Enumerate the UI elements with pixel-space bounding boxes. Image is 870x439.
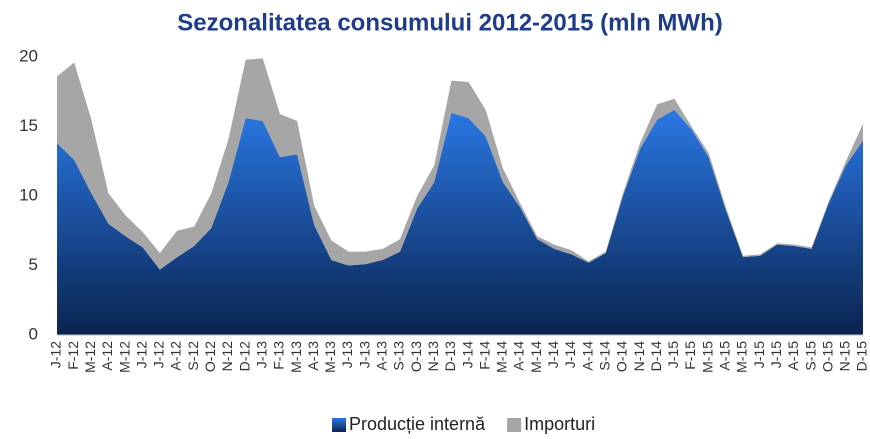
x-tick-label: S-12: [185, 341, 201, 371]
x-tick-label: J-15: [665, 341, 681, 368]
y-tick-label: 5: [29, 255, 38, 274]
y-tick-label: 20: [19, 46, 38, 65]
x-tick-label: J-14: [545, 341, 561, 368]
x-tick-label: D-12: [236, 341, 252, 372]
x-tick-label: F-15: [682, 341, 698, 370]
x-tick-label: O-12: [202, 341, 218, 372]
x-tick-label: M-14: [528, 341, 544, 373]
x-tick-label: A-14: [579, 341, 595, 371]
chart-title: Sezonalitatea consumului 2012-2015 (mln …: [177, 9, 722, 36]
x-tick-label: J-12: [151, 341, 167, 368]
x-tick-label: A-12: [168, 341, 184, 371]
x-tick-label: J-15: [768, 341, 784, 368]
x-tick-label: F-12: [65, 341, 81, 370]
x-tick-label: J-14: [459, 341, 475, 368]
x-tick-label: J-14: [562, 341, 578, 368]
x-tick-label: A-12: [99, 341, 115, 371]
x-tick-label: M-14: [494, 341, 510, 373]
x-tick-label: D-15: [854, 341, 870, 372]
legend-swatch: [332, 418, 346, 432]
x-tick-label: M-12: [116, 341, 132, 373]
x-tick-label: F-14: [476, 341, 492, 370]
x-tick-label: A-13: [374, 341, 390, 371]
x-tick-label: M-15: [734, 341, 750, 373]
x-tick-label: J-12: [133, 341, 149, 368]
x-tick-label: A-15: [717, 341, 733, 371]
x-tick-label: F-13: [271, 341, 287, 370]
x-tick-label: S-15: [802, 341, 818, 371]
x-tick-label: A-14: [511, 341, 527, 371]
x-tick-label: N-12: [219, 341, 235, 372]
y-tick-label: 15: [19, 116, 38, 135]
legend-label: Importuri: [524, 414, 595, 434]
x-tick-label: S-13: [391, 341, 407, 371]
x-tick-label: J-15: [751, 341, 767, 368]
area: [57, 58, 863, 270]
area: [57, 109, 863, 335]
x-tick-label: J-13: [339, 341, 355, 368]
x-tick-label: M-12: [82, 341, 98, 373]
x-tick-label: M-13: [322, 341, 338, 373]
x-tick-label: M-15: [699, 341, 715, 373]
x-tick-label: A-13: [305, 341, 321, 371]
x-tick-label: N-15: [837, 341, 853, 372]
x-tick-label: J-13: [253, 341, 269, 368]
legend-label: Producție internă: [349, 414, 486, 434]
x-tick-label: O-15: [819, 341, 835, 372]
y-tick-label: 10: [19, 185, 38, 204]
x-tick-label: D-13: [442, 341, 458, 372]
x-tick-label: D-14: [648, 341, 664, 372]
x-tick-label: N-13: [425, 341, 441, 372]
legend-swatch: [507, 418, 522, 432]
x-tick-label: S-14: [596, 341, 612, 371]
x-tick-label: A-15: [785, 341, 801, 371]
y-tick-label: 0: [29, 324, 38, 343]
x-tick-label: N-14: [631, 341, 647, 372]
x-tick-label: M-13: [288, 341, 304, 373]
x-tick-label: O-13: [408, 341, 424, 372]
x-tick-label: J-13: [356, 341, 372, 368]
x-tick-label: J-12: [48, 341, 64, 368]
x-tick-label: O-14: [614, 341, 630, 372]
